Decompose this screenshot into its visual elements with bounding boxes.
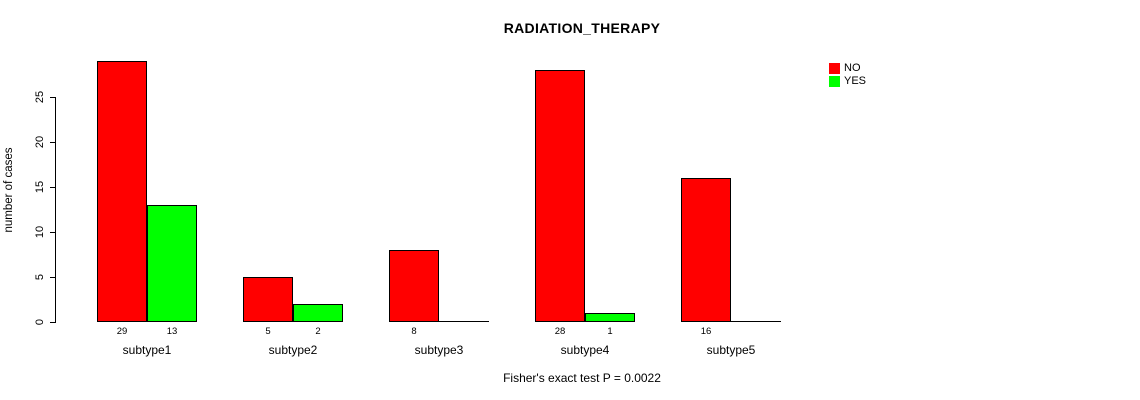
- bar-value-label: 28: [554, 326, 566, 337]
- bar-no: [389, 250, 439, 322]
- y-axis-tick-label: 10: [34, 225, 46, 239]
- stats-annotation: Fisher's exact test P = 0.0022: [503, 371, 661, 385]
- category-label: subtype5: [706, 343, 756, 357]
- legend-label: YES: [844, 75, 867, 87]
- bar-value-label: 29: [116, 326, 128, 337]
- legend-item: NO: [829, 62, 866, 75]
- y-axis-label: number of cases: [3, 147, 15, 233]
- category-label: subtype1: [122, 343, 172, 357]
- bar-value-label: 5: [265, 326, 271, 337]
- bar-yes: [147, 205, 197, 322]
- bar-yes-zero: [439, 321, 489, 322]
- y-axis-line: [55, 97, 56, 323]
- y-axis-tick-label: 0: [34, 318, 46, 326]
- y-axis-tick-label: 25: [34, 90, 46, 104]
- category-label: subtype3: [414, 343, 464, 357]
- y-axis-tick: [50, 232, 56, 233]
- y-axis-tick: [50, 187, 56, 188]
- bar-value-label: 13: [166, 326, 178, 337]
- legend-swatch-no: [829, 63, 840, 74]
- bar-no: [681, 178, 731, 322]
- bar-value-label: 8: [411, 326, 417, 337]
- y-axis-tick-label: 15: [34, 180, 46, 194]
- legend-swatch-yes: [829, 76, 840, 87]
- chart-title: RADIATION_THERAPY: [503, 20, 661, 36]
- bar-value-label: 16: [700, 326, 712, 337]
- category-label: subtype2: [268, 343, 318, 357]
- legend-item: YES: [829, 75, 866, 88]
- bar-yes: [585, 313, 635, 322]
- legend-label: NO: [844, 62, 861, 74]
- y-axis-tick: [50, 97, 56, 98]
- bar-yes-zero: [731, 321, 781, 322]
- bar-yes: [293, 304, 343, 322]
- y-axis-tick: [50, 277, 56, 278]
- bar-value-label: 1: [607, 326, 613, 337]
- legend: NO YES: [829, 62, 866, 88]
- bar-no: [535, 70, 585, 322]
- y-axis-tick-label: 20: [34, 135, 46, 149]
- bar-value-label: 2: [315, 326, 321, 337]
- bar-no: [97, 61, 147, 322]
- bar-no: [243, 277, 293, 322]
- y-axis-tick-label: 5: [34, 273, 46, 281]
- category-label: subtype4: [560, 343, 610, 357]
- y-axis-tick: [50, 142, 56, 143]
- y-axis-tick: [50, 322, 56, 323]
